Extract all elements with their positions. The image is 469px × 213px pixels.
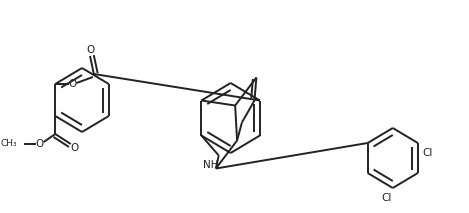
Text: NH: NH [203,161,219,170]
Text: O: O [36,139,44,149]
Text: CH₃: CH₃ [0,140,17,148]
Text: O: O [86,45,94,55]
Text: Cl: Cl [422,148,433,158]
Text: Cl: Cl [382,193,392,203]
Text: O: O [68,79,77,89]
Text: O: O [70,143,79,153]
